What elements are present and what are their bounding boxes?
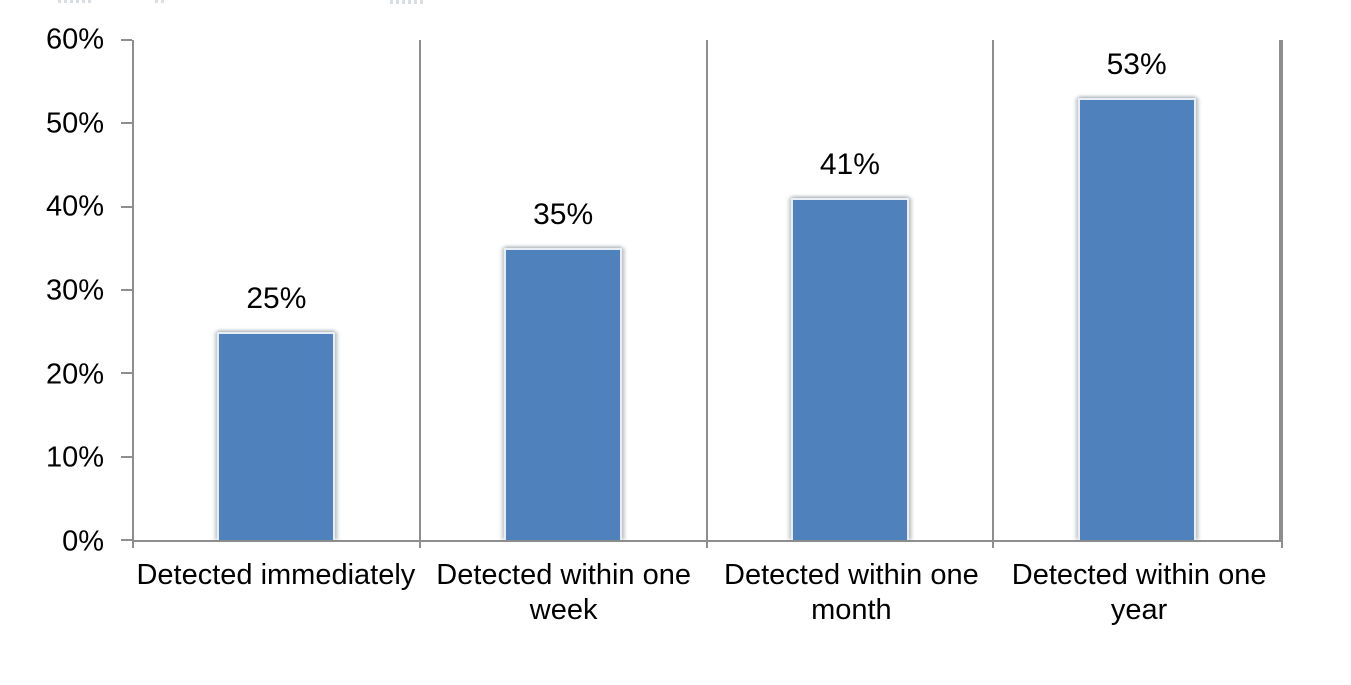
y-axis-label: 50% [45, 107, 104, 140]
x-axis-tick [132, 540, 134, 548]
y-axis-tick [121, 455, 132, 458]
category-label-line: month [811, 594, 892, 626]
y-axis-label: 10% [45, 441, 104, 474]
plot-area: 25% 35% 41% 53% [121, 39, 1283, 548]
chart-panel: 25% [134, 40, 421, 540]
category-label: Detected within one month [708, 558, 996, 628]
x-axis-tick [1281, 540, 1283, 548]
chart-panel: 41% [708, 40, 995, 540]
category-label-line: week [529, 594, 598, 626]
bar [1077, 98, 1196, 540]
category-label-line: Detected within one [724, 559, 979, 591]
bar-value-label: 35% [533, 198, 594, 232]
y-axis-tick [121, 372, 132, 375]
category-label: Detected immediately [132, 558, 420, 628]
cropped-text-artifact [58, 0, 92, 3]
y-axis-label: 20% [45, 358, 104, 391]
y-axis-tick [121, 39, 132, 41]
cropped-text-artifact [155, 0, 167, 3]
category-label-line: Detected within one [1011, 559, 1267, 591]
bar [504, 248, 623, 540]
y-axis-label: 40% [45, 190, 104, 223]
y-axis-label: 60% [45, 23, 104, 56]
y-axis: 0% 10% 20% 30% 40% 50% 60% [0, 25, 104, 556]
x-axis-category-labels: Detected immediately Detected within one w… [132, 558, 1283, 628]
y-axis-label: 30% [45, 274, 104, 307]
y-axis-label: 0% [62, 525, 104, 558]
bar [790, 198, 909, 540]
y-axis-tick [121, 289, 132, 291]
y-axis-tick [121, 205, 132, 208]
y-axis-tick [121, 539, 132, 541]
category-label: Detected within one year [995, 558, 1283, 628]
bar [217, 331, 336, 540]
bar-value-label: 25% [246, 281, 307, 315]
x-axis-tick [992, 540, 995, 548]
category-label: Detected within one week [420, 558, 708, 628]
y-axis-tick [121, 122, 132, 125]
chart-panel: 35% [421, 40, 708, 540]
x-axis-tick [418, 540, 421, 548]
cropped-text-artifact [390, 0, 426, 4]
category-label-line: Detected immediately [136, 559, 416, 591]
bar-value-label: 41% [819, 148, 880, 182]
bar-value-label: 53% [1106, 48, 1167, 82]
chart-panel: 53% [994, 40, 1281, 540]
category-label-line: year [1110, 594, 1168, 626]
x-axis-tick [705, 540, 708, 548]
category-label-line: Detected within one [436, 559, 691, 591]
